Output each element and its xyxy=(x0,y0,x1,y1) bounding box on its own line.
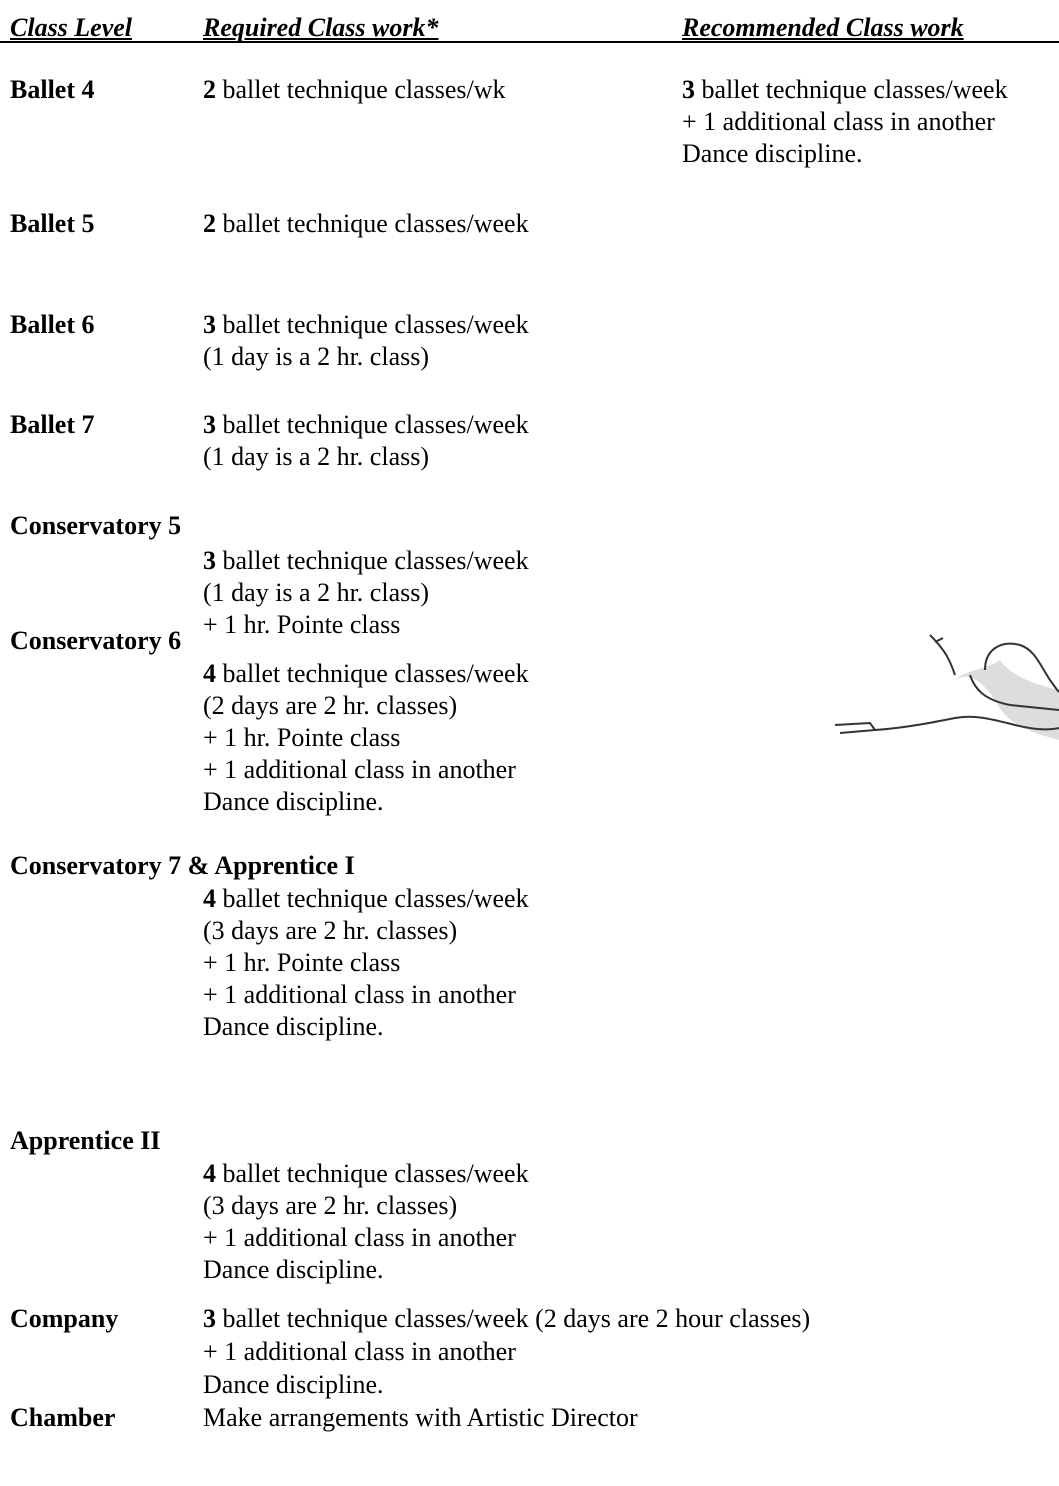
line-text: Dance discipline. xyxy=(203,787,384,816)
line-text: ballet technique classes/week (2 days ar… xyxy=(222,1304,811,1333)
text-line: + 1 hr. Pointe class xyxy=(203,947,400,979)
class-level: Ballet 6 xyxy=(10,310,95,339)
text-line: Dance discipline. xyxy=(682,138,863,170)
line-text: ballet technique classes/wk xyxy=(222,75,506,104)
count: 3 xyxy=(682,75,695,104)
line-text: + 1 hr. Pointe class xyxy=(203,948,401,977)
class-level: Apprentice II xyxy=(10,1126,161,1155)
text-line: + 1 additional class in another xyxy=(203,1222,516,1254)
class-level: Company xyxy=(10,1304,119,1333)
line-text: Dance discipline. xyxy=(203,1255,384,1284)
line-text: (3 days are 2 hr. classes) xyxy=(203,1191,458,1220)
text-line: Dance discipline. xyxy=(203,786,384,818)
line-text: Dance discipline. xyxy=(203,1370,384,1399)
line-text: ballet technique classes/week xyxy=(222,1159,529,1188)
text-line: (3 days are 2 hr. classes) xyxy=(203,915,457,947)
count: 4 xyxy=(203,1159,216,1188)
line-text: Make arrangements with Artistic Director xyxy=(203,1403,638,1432)
class-level: Ballet 4 xyxy=(10,75,95,104)
line-text: (3 days are 2 hr. classes) xyxy=(203,916,458,945)
text-line: Dance discipline. xyxy=(203,1254,384,1286)
line-text: ballet technique classes/week xyxy=(222,546,529,575)
line-text: ballet technique classes/week xyxy=(222,209,529,238)
text-line: + 1 additional class in another xyxy=(682,106,995,138)
text-line: (2 days are 2 hr. classes) xyxy=(203,690,457,722)
text-line: 4 ballet technique classes/week xyxy=(203,658,529,690)
count: 2 xyxy=(203,209,216,238)
count: 3 xyxy=(203,410,216,439)
column-header: Recommended Class work xyxy=(682,13,964,42)
text-line: Dance discipline. xyxy=(203,1011,384,1043)
line-text: + 1 hr. Pointe class xyxy=(203,610,401,639)
text-line: 3 ballet technique classes/week xyxy=(203,545,529,577)
class-level: Conservatory 6 xyxy=(10,626,182,655)
line-text: ballet technique classes/week xyxy=(222,884,529,913)
line-text: (1 day is a 2 hr. class) xyxy=(203,442,430,471)
count: 4 xyxy=(203,884,216,913)
line-text: + 1 hr. Pointe class xyxy=(203,723,401,752)
text-line: (1 day is a 2 hr. class) xyxy=(203,341,429,373)
text-line: 2 ballet technique classes/week xyxy=(203,208,529,240)
line-text: + 1 additional class in another xyxy=(682,107,995,136)
line-text: (2 days are 2 hr. classes) xyxy=(203,691,458,720)
text-line: + 1 hr. Pointe class xyxy=(203,609,400,641)
text-line: 4 ballet technique classes/week xyxy=(203,883,529,915)
line-text: + 1 additional class in another xyxy=(203,1223,516,1252)
text-line: 3 ballet technique classes/week xyxy=(682,74,1008,106)
line-text: + 1 additional class in another xyxy=(203,755,516,784)
count: 2 xyxy=(203,75,216,104)
text-line: + 1 additional class in another xyxy=(203,1336,516,1368)
count: 3 xyxy=(203,1304,216,1333)
class-level: Ballet 7 xyxy=(10,410,95,439)
text-line: 3 ballet technique classes/week xyxy=(203,409,529,441)
class-level: Chamber xyxy=(10,1403,116,1432)
dancer-illustration xyxy=(835,634,1059,740)
text-line: (1 day is a 2 hr. class) xyxy=(203,577,429,609)
text-line: Make arrangements with Artistic Director xyxy=(203,1402,638,1434)
header-rule xyxy=(0,41,1059,43)
column-header: Class Level xyxy=(10,13,133,42)
line-text: ballet technique classes/week xyxy=(222,410,529,439)
line-text: (1 day is a 2 hr. class) xyxy=(203,342,430,371)
line-text: (1 day is a 2 hr. class) xyxy=(203,578,430,607)
text-line: 3 ballet technique classes/week xyxy=(203,309,529,341)
class-level: Ballet 5 xyxy=(10,209,95,238)
line-text: ballet technique classes/week xyxy=(701,75,1008,104)
count: 4 xyxy=(203,659,216,688)
text-line: (1 day is a 2 hr. class) xyxy=(203,441,429,473)
line-text: + 1 additional class in another xyxy=(203,980,516,1009)
text-line: 2 ballet technique classes/wk xyxy=(203,74,506,106)
text-line: 3 ballet technique classes/week (2 days a… xyxy=(203,1303,810,1335)
text-line: + 1 additional class in another xyxy=(203,979,516,1011)
line-text: ballet technique classes/week xyxy=(222,659,529,688)
text-line: + 1 hr. Pointe class xyxy=(203,722,400,754)
text-line: Dance discipline. xyxy=(203,1369,384,1401)
text-line: (3 days are 2 hr. classes) xyxy=(203,1190,457,1222)
line-text: Dance discipline. xyxy=(682,139,863,168)
text-line: + 1 additional class in another xyxy=(203,754,516,786)
class-level: Conservatory 7 & Apprentice I xyxy=(10,851,355,880)
column-header: Required Class work* xyxy=(203,13,439,42)
class-level: Conservatory 5 xyxy=(10,511,182,540)
line-text: Dance discipline. xyxy=(203,1012,384,1041)
count: 3 xyxy=(203,310,216,339)
text-line: 4 ballet technique classes/week xyxy=(203,1158,529,1190)
line-text: + 1 additional class in another xyxy=(203,1337,516,1366)
line-text: ballet technique classes/week xyxy=(222,310,529,339)
count: 3 xyxy=(203,546,216,575)
